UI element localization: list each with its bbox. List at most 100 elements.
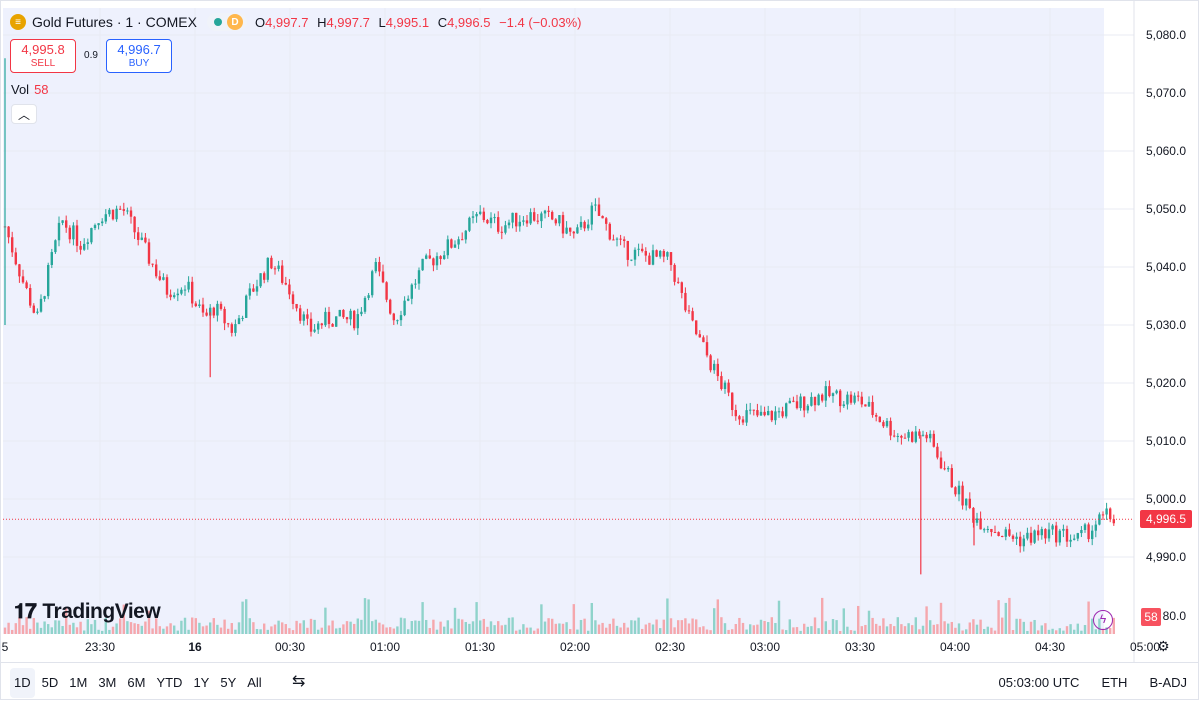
range-button-5d[interactable]: 5D [41, 675, 59, 690]
candle-body [54, 240, 57, 253]
x-tick-label: 03:00 [750, 640, 780, 654]
candle-body [1087, 524, 1090, 540]
candle-body [597, 204, 601, 216]
volume-bar [795, 627, 799, 634]
y-tick-label: 5,000.0 [1146, 492, 1186, 506]
candle-body [317, 323, 320, 330]
candle-body [799, 396, 802, 409]
tradingview-mark-icon: 𝟏𝟕 [14, 600, 37, 623]
range-button-1d[interactable]: 1D [10, 668, 35, 698]
volume-bar [673, 627, 676, 634]
candle-body [219, 303, 223, 309]
candle-body [511, 212, 514, 223]
candle-body [540, 213, 543, 222]
volume-bar [507, 617, 511, 634]
candle-body [227, 323, 230, 325]
candle-body [237, 318, 241, 325]
candle-body [18, 264, 21, 277]
volume-bar [266, 629, 269, 634]
candle-body [893, 435, 896, 437]
volume-bar [29, 628, 32, 634]
volume-bar [626, 627, 629, 634]
gear-icon[interactable]: ⚙ [1157, 638, 1170, 654]
candle-body [651, 250, 655, 265]
volume-bar [1037, 630, 1040, 634]
low-key: L [378, 14, 386, 30]
candle-body [515, 212, 518, 227]
symbol-title[interactable]: Gold Futures · 1 · COMEX [32, 14, 197, 30]
volume-bar [122, 604, 125, 634]
tradingview-logo[interactable]: 𝟏𝟕 TradingView [14, 600, 161, 624]
volume-legend-label: Vol [11, 82, 30, 97]
volume-bar [961, 630, 964, 634]
range-button-ytd[interactable]: YTD [156, 675, 183, 690]
volume-bar [248, 618, 251, 634]
volume-bar [983, 628, 986, 634]
calendar-goto-icon[interactable]: ⇆ [292, 673, 306, 690]
candle-body [1080, 530, 1083, 534]
volume-bar [360, 619, 363, 634]
close-key: C [437, 14, 448, 30]
volume-bar [169, 623, 172, 634]
candle-body [623, 239, 626, 241]
candle-body [536, 220, 539, 222]
volume-bar [151, 628, 154, 634]
volume-bar [144, 621, 147, 634]
range-button-3m[interactable]: 3M [98, 675, 117, 690]
volume-legend[interactable]: Vol 58 [11, 82, 49, 97]
candle-body [745, 410, 748, 423]
volume-bar [723, 623, 727, 634]
x-tick-label: 04:30 [1035, 640, 1065, 654]
adjust-toggle[interactable]: B-ADJ [1149, 675, 1187, 690]
candle-body [75, 225, 79, 246]
candle-body [446, 239, 449, 256]
volume-bar [385, 627, 388, 634]
candle-body [709, 355, 712, 371]
lightning-icon[interactable]: ϟ [1093, 610, 1113, 630]
candle-body [763, 411, 766, 416]
candle-body [788, 400, 791, 404]
candle-body [101, 221, 104, 224]
candle-body [587, 224, 590, 229]
candle-body [615, 238, 619, 240]
x-tick-label: 03:30 [845, 640, 875, 654]
range-button-6m[interactable]: 6M [127, 675, 146, 690]
candle-body [817, 394, 820, 406]
range-button-all[interactable]: All [247, 675, 262, 690]
clock-label[interactable]: 05:03:00 UTC [998, 675, 1080, 690]
candle-body [990, 528, 993, 533]
candle-body [439, 256, 442, 259]
volume-bar [115, 623, 118, 634]
candle-body [831, 393, 835, 397]
sell-price: 4,995.8 [21, 42, 65, 57]
candle-body [720, 376, 723, 390]
volume-bar [1026, 630, 1029, 634]
range-button-1m[interactable]: 1M [69, 675, 88, 690]
volume-bar [147, 610, 151, 634]
candle-body [306, 314, 309, 319]
range-button-1y[interactable]: 1Y [193, 675, 210, 690]
volume-bar [849, 630, 853, 634]
volume-bar [709, 630, 712, 634]
volume-bar [1047, 629, 1051, 634]
range-button-5y[interactable]: 5Y [220, 675, 237, 690]
buy-label: BUY [128, 58, 150, 69]
chart-grid [3, 0, 1135, 662]
candle-body [126, 210, 129, 212]
volume-bar [183, 617, 187, 634]
candle-body [421, 258, 424, 271]
volume-bar [320, 627, 323, 634]
candle-body [1112, 519, 1115, 524]
sell-button[interactable]: 4,995.8 SELL [10, 39, 76, 73]
buy-button[interactable]: 4,996.7 BUY [106, 39, 172, 73]
candle-body [713, 363, 716, 371]
session-toggle[interactable]: ETH [1101, 675, 1128, 690]
collapse-legend-button[interactable]: ︿ [11, 104, 37, 124]
candle-body [576, 227, 579, 234]
candle-body [201, 304, 205, 313]
volume-bar [659, 628, 662, 634]
status-pill[interactable]: D [206, 13, 247, 31]
candle-body [939, 457, 943, 469]
candle-body [360, 311, 363, 315]
